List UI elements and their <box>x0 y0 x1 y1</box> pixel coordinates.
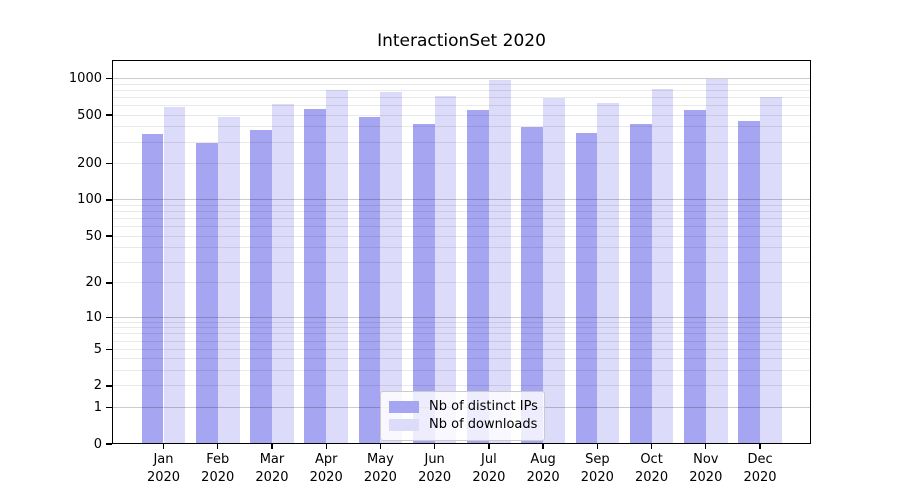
y-tick-label: 50 <box>85 228 102 244</box>
y-tick-mark <box>106 235 112 237</box>
x-tick-label: Feb 2020 <box>201 452 235 485</box>
bar-distinct-ips <box>575 133 598 444</box>
y-tick-mark <box>106 282 112 284</box>
x-tick-label: Mar 2020 <box>255 452 289 485</box>
y-tick-label: 2 <box>93 378 102 394</box>
bar-downloads <box>434 95 457 444</box>
bar-downloads <box>760 96 782 444</box>
plot-area <box>112 60 811 444</box>
y-tick-label: 500 <box>77 107 102 123</box>
y-tick-label: 10 <box>85 309 102 325</box>
bar-downloads <box>271 104 294 444</box>
bar-downloads <box>217 117 240 444</box>
y-tick-label: 1000 <box>68 71 102 87</box>
bar-downloads <box>543 97 565 444</box>
x-tick-label: Sep 2020 <box>580 452 614 485</box>
x-tick-label: Jan 2020 <box>146 452 181 485</box>
y-tick-label: 5 <box>93 341 102 357</box>
x-tick-mark <box>542 444 544 449</box>
y-tick-label: 20 <box>85 275 102 291</box>
bar-distinct-ips <box>412 124 435 444</box>
bar-distinct-ips <box>629 123 652 444</box>
x-tick-label: Aug 2020 <box>526 452 560 485</box>
bar-distinct-ips <box>684 109 706 444</box>
bar-distinct-ips <box>304 109 327 444</box>
y-tick-mark <box>106 443 112 445</box>
x-tick-mark <box>162 444 165 449</box>
bar-downloads <box>163 107 186 444</box>
bar-distinct-ips <box>467 109 489 444</box>
x-tick-mark <box>596 444 598 449</box>
x-tick-label: Nov 2020 <box>689 452 723 485</box>
y-tick-mark <box>106 77 112 80</box>
legend-label-downloads: Nb of downloads <box>429 417 538 432</box>
x-tick-mark <box>379 444 382 449</box>
y-tick-label: 200 <box>77 155 102 171</box>
legend-swatch-downloads <box>389 419 419 431</box>
bar-downloads <box>597 103 620 444</box>
bar-distinct-ips <box>250 129 272 444</box>
x-tick-mark <box>488 444 490 449</box>
x-tick-mark <box>325 444 327 449</box>
y-tick-mark <box>106 199 112 201</box>
bar-distinct-ips <box>521 126 544 444</box>
legend: Nb of distinct IPs Nb of downloads <box>380 391 545 441</box>
bars-layer <box>112 60 811 444</box>
y-tick-mark <box>106 348 112 350</box>
bar-distinct-ips <box>141 133 164 444</box>
x-tick-mark <box>434 444 436 449</box>
legend-label-distinct-ips: Nb of distinct IPs <box>429 399 538 414</box>
y-tick-label: 0 <box>93 436 102 452</box>
bar-downloads <box>380 92 403 444</box>
x-tick-label: May 2020 <box>363 452 397 485</box>
y-tick-mark <box>106 385 112 387</box>
x-tick-label: Dec 2020 <box>743 452 777 485</box>
bar-downloads <box>488 80 511 444</box>
chart-title: InteractionSet 2020 <box>377 31 546 51</box>
x-tick-mark <box>217 444 219 449</box>
bar-distinct-ips <box>195 143 218 444</box>
y-tick-mark <box>106 316 112 318</box>
bar-downloads <box>705 78 728 444</box>
legend-swatch-distinct-ips <box>389 401 419 413</box>
x-tick-mark <box>271 444 273 449</box>
x-tick-mark <box>650 444 653 449</box>
legend-item-distinct-ips: Nb of distinct IPs <box>389 398 538 416</box>
x-tick-label: Jul 2020 <box>472 452 506 485</box>
x-tick-label: Oct 2020 <box>635 452 669 485</box>
y-tick-mark <box>106 114 112 116</box>
x-tick-mark <box>705 444 707 449</box>
x-tick-label: Jun 2020 <box>418 452 452 485</box>
bar-downloads <box>651 89 674 444</box>
x-tick-label: Apr 2020 <box>309 452 343 485</box>
y-tick-label: 1 <box>93 399 102 415</box>
bar-distinct-ips <box>358 117 381 444</box>
bar-distinct-ips <box>738 120 761 444</box>
y-tick-label: 100 <box>77 192 102 208</box>
legend-item-downloads: Nb of downloads <box>389 416 538 434</box>
y-tick-mark <box>106 406 112 408</box>
bar-downloads <box>326 90 348 444</box>
y-tick-mark <box>106 162 112 165</box>
x-tick-mark <box>759 444 761 449</box>
